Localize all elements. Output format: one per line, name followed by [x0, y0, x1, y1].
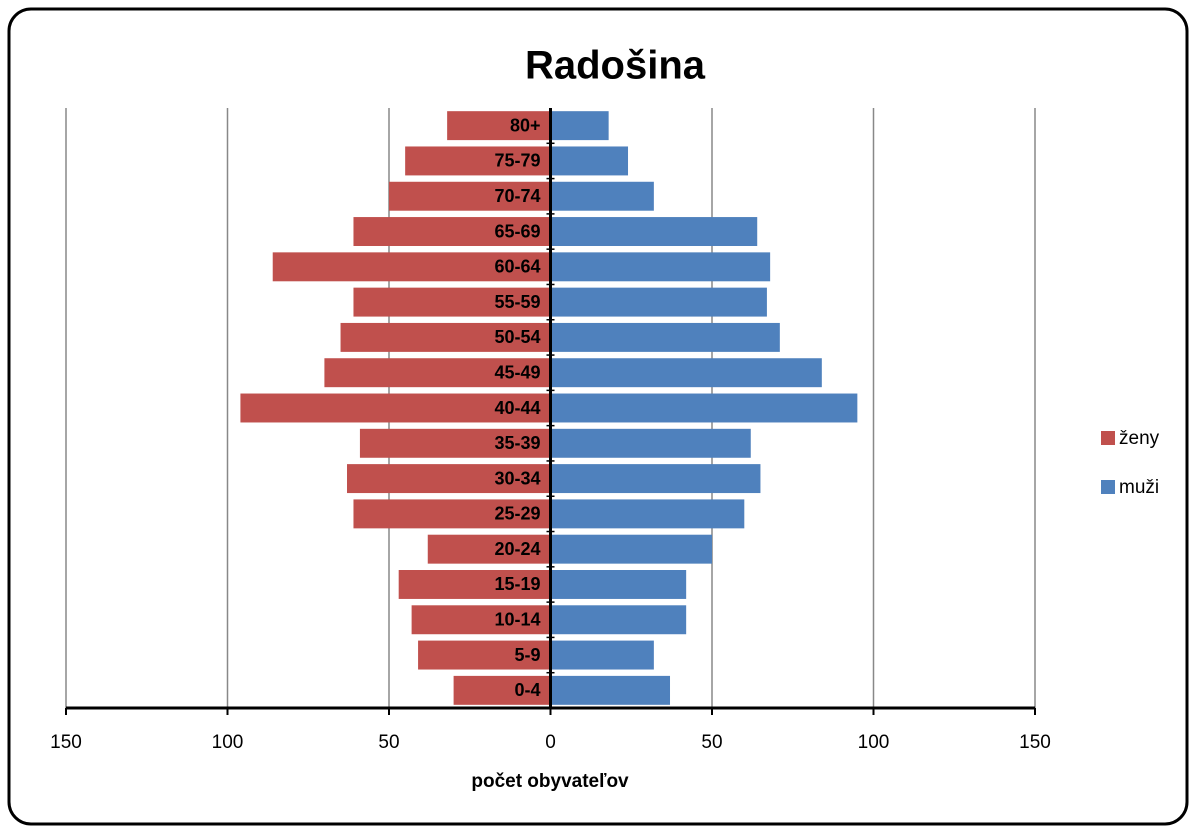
bar: [347, 464, 551, 494]
bar: [550, 428, 751, 458]
bar: [389, 181, 551, 211]
bar: [340, 322, 551, 352]
y-tick-label: 75-79: [494, 151, 540, 171]
y-tick-label: 65-69: [494, 221, 540, 241]
y-tick-label: 30-34: [494, 468, 540, 488]
y-tick-label: 70-74: [494, 186, 540, 206]
y-tick-label: 25-29: [494, 504, 540, 524]
x-tick-label: 100: [858, 732, 890, 753]
bar: [405, 146, 551, 176]
bar: [272, 252, 551, 282]
x-tick-label: 50: [701, 732, 722, 753]
bar: [550, 499, 745, 529]
y-tick-label: 5-9: [514, 645, 540, 665]
x-tick-label: 0: [545, 732, 556, 753]
bar: [550, 464, 761, 494]
x-tick-label: 50: [378, 732, 399, 753]
y-tick-label: 20-24: [494, 539, 540, 559]
bar: [324, 358, 551, 388]
legend-swatch: [1101, 480, 1115, 494]
bar: [550, 217, 758, 246]
bar: [550, 605, 687, 635]
bar: [353, 499, 551, 529]
y-tick-label: 35-39: [494, 433, 540, 453]
bar: [550, 640, 654, 670]
bar: [550, 252, 771, 282]
bar: [353, 287, 551, 317]
y-tick-label: 50-54: [494, 327, 540, 347]
bar: [353, 217, 551, 246]
x-axis-label: počet obyvateľov: [471, 771, 629, 792]
bar: [359, 428, 551, 458]
bar: [427, 534, 551, 564]
x-tick-label: 100: [212, 732, 244, 753]
x-tick-label: 150: [1019, 732, 1051, 753]
legend-label: muži: [1119, 477, 1159, 498]
y-tick-label: 40-44: [494, 398, 540, 418]
chart-title: Radošina: [525, 44, 706, 88]
y-tick-label: 10-14: [494, 610, 540, 630]
y-tick-label: 45-49: [494, 362, 540, 382]
y-tick-label: 60-64: [494, 257, 540, 277]
bar: [453, 675, 551, 705]
y-tick-label: 0-4: [514, 680, 540, 700]
bar: [240, 393, 551, 423]
bar: [398, 570, 551, 599]
bar: [550, 358, 822, 388]
bar: [550, 111, 609, 141]
bar: [550, 181, 654, 211]
bar: [550, 675, 671, 705]
legend-label: ženy: [1119, 428, 1160, 449]
y-tick-label: 80+: [510, 115, 541, 135]
bar: [418, 640, 551, 670]
bar: [550, 322, 780, 352]
bar: [550, 146, 629, 176]
y-tick-label: 55-59: [494, 292, 540, 312]
bar: [447, 111, 551, 141]
bar: [550, 287, 767, 317]
x-tick-label: 150: [50, 732, 82, 753]
legend-swatch: [1101, 431, 1115, 445]
bar: [550, 393, 858, 423]
bar: [550, 570, 687, 599]
bar: [411, 605, 551, 635]
bar: [550, 534, 712, 564]
y-tick-label: 15-19: [494, 574, 540, 594]
